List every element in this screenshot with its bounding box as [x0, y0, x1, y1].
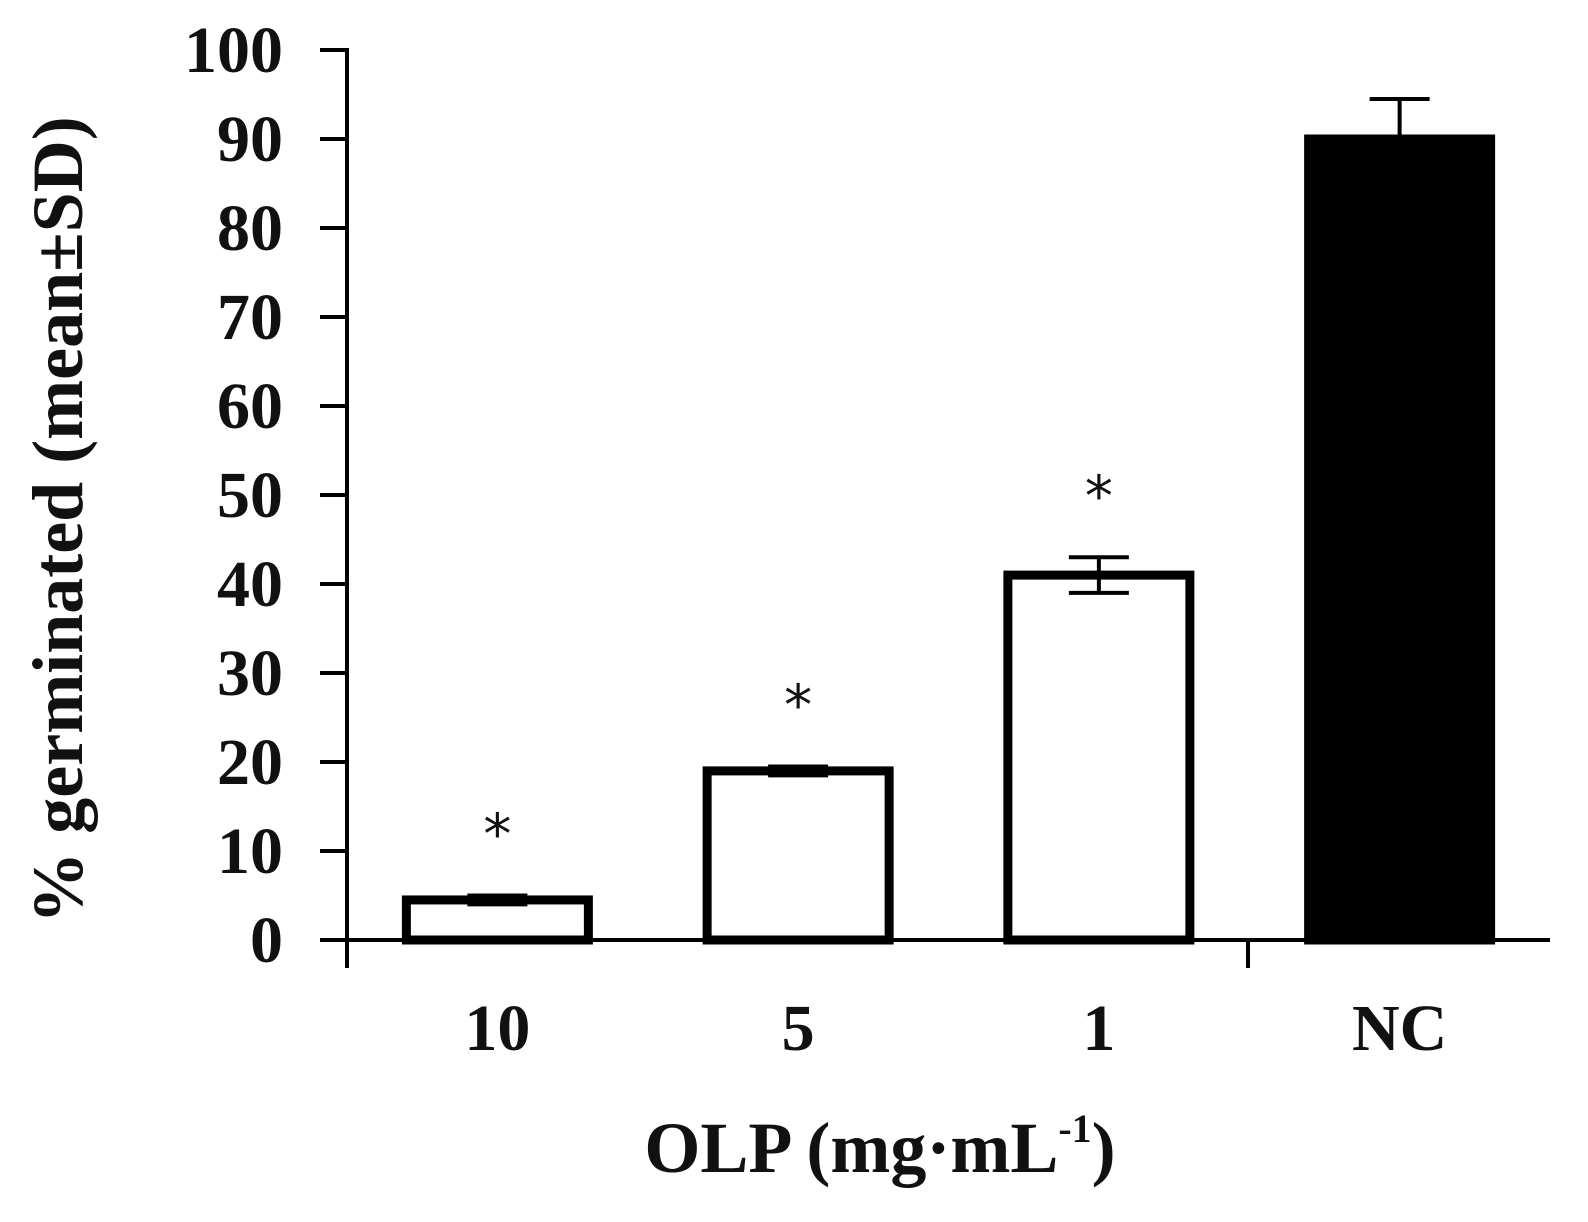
- y-axis-title: % germinated (mean±SD): [18, 116, 98, 923]
- x-axis: 10 5 1 NC: [345, 938, 1550, 1065]
- y-tick-label: 20: [217, 726, 283, 799]
- y-tick-label: 70: [217, 281, 283, 354]
- x-tick-label-5: 5: [782, 992, 815, 1065]
- y-tick-label: 100: [184, 14, 283, 87]
- y-tick-label: 80: [217, 192, 283, 265]
- y-axis: 0 10 20 30 40 50 60 70 80 90 100: [184, 14, 349, 977]
- error-bars: [467, 96, 1430, 907]
- significance-star-10: *: [483, 803, 511, 868]
- x-axis-title: OLP (mg·mL-1): [644, 1106, 1115, 1188]
- significance-markers: * * *: [483, 464, 1113, 867]
- y-tick-label: 50: [217, 459, 283, 532]
- significance-star-1: *: [1085, 464, 1113, 529]
- bar-5: [702, 766, 894, 945]
- x-axis-title-main: OLP (mg·mL: [644, 1108, 1058, 1188]
- y-tick-label: 40: [217, 548, 283, 621]
- bar-10: [401, 895, 593, 945]
- bar-1: [1003, 570, 1195, 945]
- significance-star-5: *: [784, 673, 812, 738]
- y-tick-label: 30: [217, 637, 283, 710]
- y-tick-label: 0: [250, 904, 283, 977]
- bars: [401, 134, 1496, 945]
- y-tick-label: 60: [217, 370, 283, 443]
- x-tick-label-1: 1: [1082, 992, 1115, 1065]
- x-tick-label-10: 10: [464, 992, 530, 1065]
- x-axis-title-sup: -1: [1058, 1106, 1091, 1151]
- bar-NC: [1304, 134, 1496, 945]
- y-tick-label: 10: [217, 815, 283, 888]
- y-tick-label: 90: [217, 103, 283, 176]
- x-tick-label-NC: NC: [1352, 992, 1447, 1065]
- x-axis-title-close: ): [1092, 1108, 1116, 1188]
